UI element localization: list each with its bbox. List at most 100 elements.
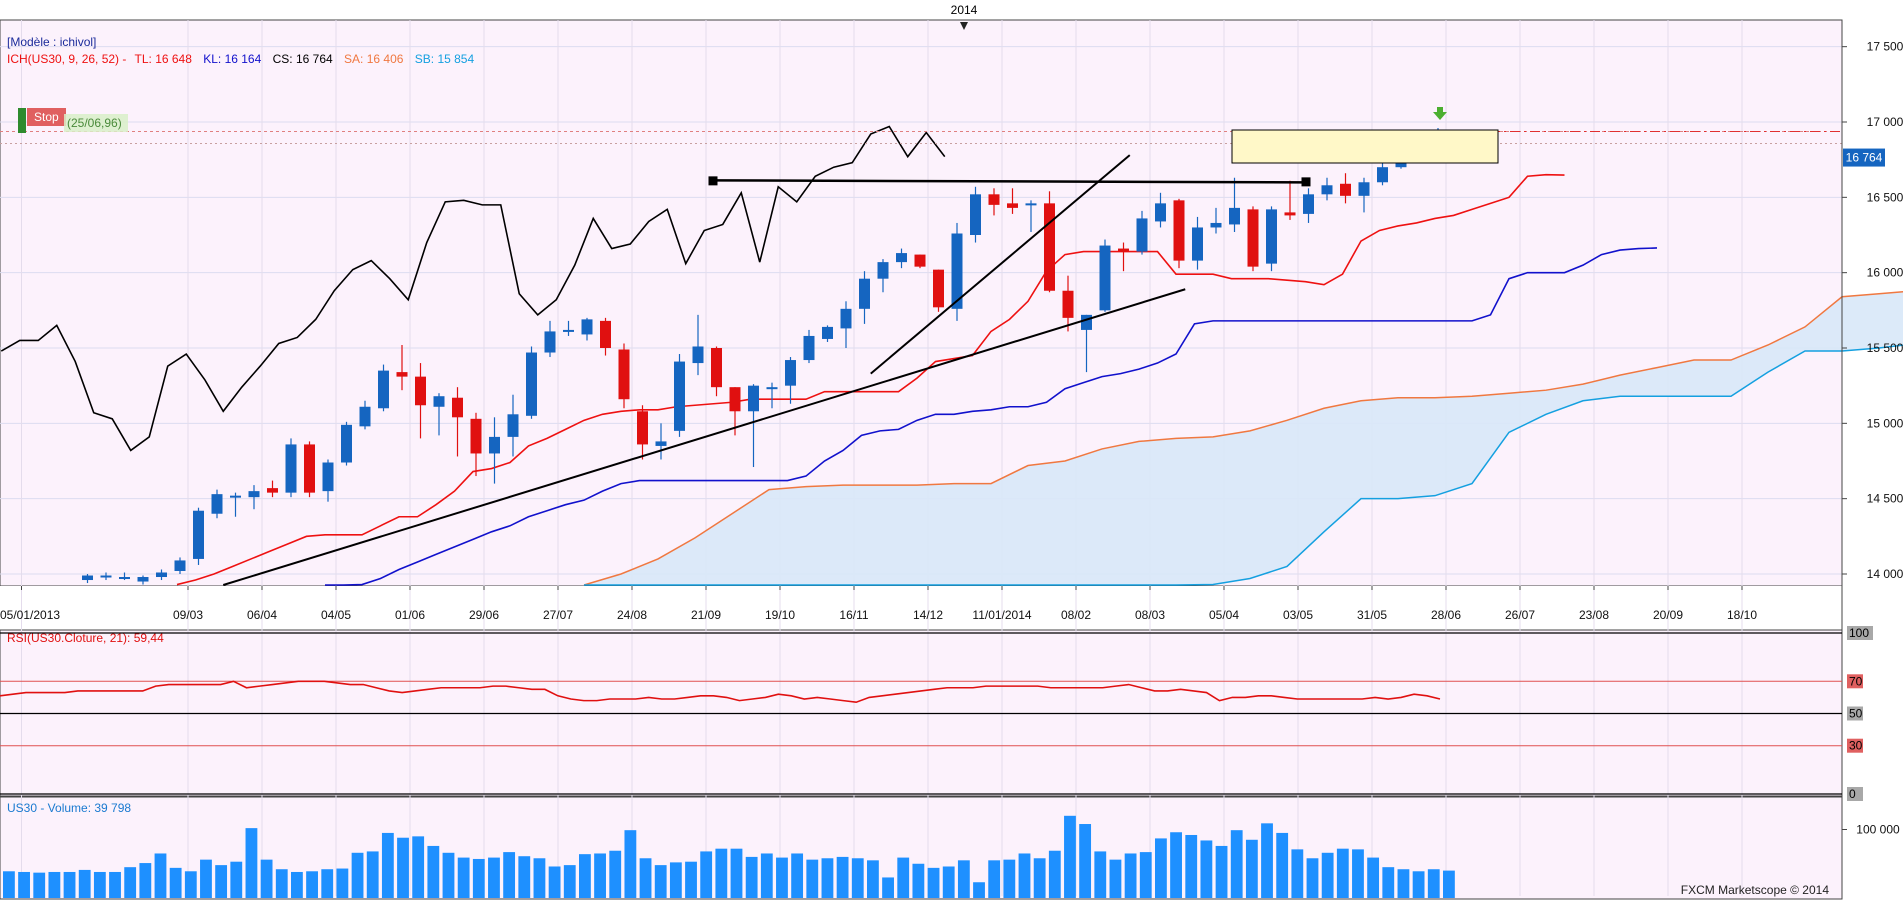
- date-tick-label: 01/06: [395, 608, 425, 622]
- candle-body: [1303, 194, 1314, 214]
- volume-bar: [882, 877, 894, 898]
- candle: [951, 222, 963, 321]
- volume-bar: [169, 867, 182, 898]
- candle: [452, 387, 463, 457]
- volume-bar: [548, 866, 561, 898]
- volume-bar: [18, 871, 30, 898]
- candle: [1284, 180, 1296, 220]
- volume-bar: [1382, 867, 1395, 898]
- volume-bar: [654, 865, 667, 898]
- candle-body: [1044, 203, 1055, 291]
- candle-body: [896, 253, 907, 263]
- candle-body: [156, 572, 167, 578]
- candle-body: [692, 346, 704, 364]
- stop-order-tag[interactable]: [27, 108, 66, 126]
- price-tick-label: 16 000: [1867, 266, 1903, 280]
- candle-body: [1099, 245, 1111, 311]
- highlight-zone-box: [1231, 129, 1499, 164]
- rsi-line: [0, 680, 1441, 704]
- volume-bar: [1139, 852, 1152, 898]
- candle: [803, 329, 815, 364]
- candle: [1025, 200, 1037, 232]
- trendline-2: [870, 154, 1131, 375]
- candle-body: [766, 387, 778, 390]
- main-grid: [0, 20, 1842, 896]
- date-tick-label: 09/03: [173, 608, 203, 622]
- candle: [1229, 177, 1240, 232]
- rsi-tick-tag: [1847, 626, 1873, 640]
- date-tick-label: 20/09: [1653, 608, 1683, 622]
- candle: [544, 320, 556, 358]
- cs-label: CS: 16 764: [273, 52, 333, 66]
- candle-body: [359, 406, 371, 427]
- candle: [341, 421, 352, 466]
- rsi-tick-tag: [1847, 706, 1863, 721]
- candle: [618, 343, 630, 409]
- date-tick-label: 03/05: [1283, 608, 1313, 622]
- candle: [1007, 188, 1018, 214]
- candle-body: [1173, 200, 1185, 261]
- stop-date-tag: [64, 114, 128, 132]
- price-tick-label: 16 500: [1867, 190, 1903, 204]
- candle: [1266, 206, 1277, 272]
- date-axis: 05/01/2013 09/03 06/04 04/05 01/06 29/06 27/07…: [0, 586, 1757, 622]
- stop-order-handle[interactable]: [18, 108, 26, 133]
- candle-body: [877, 262, 889, 279]
- rsi-tick-label: 0: [1849, 787, 1856, 801]
- candle: [1118, 242, 1129, 272]
- candle: [859, 271, 870, 324]
- volume-bar: [563, 865, 576, 898]
- volume-bar: [867, 860, 879, 898]
- volume-bar: [1321, 852, 1334, 898]
- rsi-title: RSI(US30.Cloture, 21): 59,44: [7, 631, 164, 645]
- candle-body: [137, 577, 149, 582]
- price-tick-label: 15 500: [1867, 341, 1903, 355]
- volume-tick-label: 100 000: [1856, 823, 1900, 837]
- date-tick-label: 24/08: [617, 608, 647, 622]
- volume-bar: [1200, 840, 1213, 898]
- candle-body: [729, 387, 741, 412]
- sb-label: SB: 15 854: [415, 52, 475, 66]
- candle-body: [489, 436, 500, 454]
- candle: [1377, 161, 1388, 186]
- volume-bar: [1064, 815, 1076, 898]
- volume-bar: [1170, 832, 1182, 898]
- volume-bar: [488, 857, 500, 898]
- candle-body: [433, 396, 445, 407]
- candle-body: [119, 577, 130, 580]
- candle-body: [1247, 209, 1259, 267]
- volume-bar: [184, 871, 197, 898]
- volume-bar: [139, 863, 152, 898]
- volume-bar: [1443, 870, 1455, 898]
- candle: [248, 485, 260, 510]
- volume-bar: [745, 856, 758, 898]
- volume-bar: [1230, 830, 1243, 898]
- model-label: [Modèle : ichivol]: [7, 35, 96, 49]
- last-price-label: 16 764: [1846, 151, 1883, 165]
- rsi-tick-tag: [1847, 787, 1863, 801]
- candle-body: [1192, 227, 1203, 261]
- volume-bar: [1397, 869, 1410, 898]
- candle-body: [526, 352, 537, 416]
- candle: [82, 574, 93, 584]
- candle-body: [914, 254, 926, 267]
- rsi-tick-tag: [1847, 738, 1863, 753]
- volume-bar: [942, 866, 955, 898]
- candle: [1210, 207, 1222, 234]
- copyright: FXCM Marketscope © 2014: [1681, 883, 1830, 897]
- drawing-annotations[interactable]: 16 764: [0, 107, 1885, 586]
- kl-label: KL: 16 164: [203, 52, 261, 66]
- candle-body: [711, 348, 722, 388]
- candle-body: [1155, 203, 1166, 222]
- candle: [174, 557, 186, 574]
- volume-bar: [609, 850, 622, 898]
- candle-body: [1266, 209, 1277, 264]
- volume-bar: [1261, 823, 1273, 898]
- candle: [840, 301, 852, 348]
- volume-bar: [260, 859, 273, 898]
- candle: [1321, 177, 1333, 201]
- volume-bar: [366, 851, 379, 898]
- ich-label: ICH(US30, 9, 26, 52) -: [7, 52, 126, 66]
